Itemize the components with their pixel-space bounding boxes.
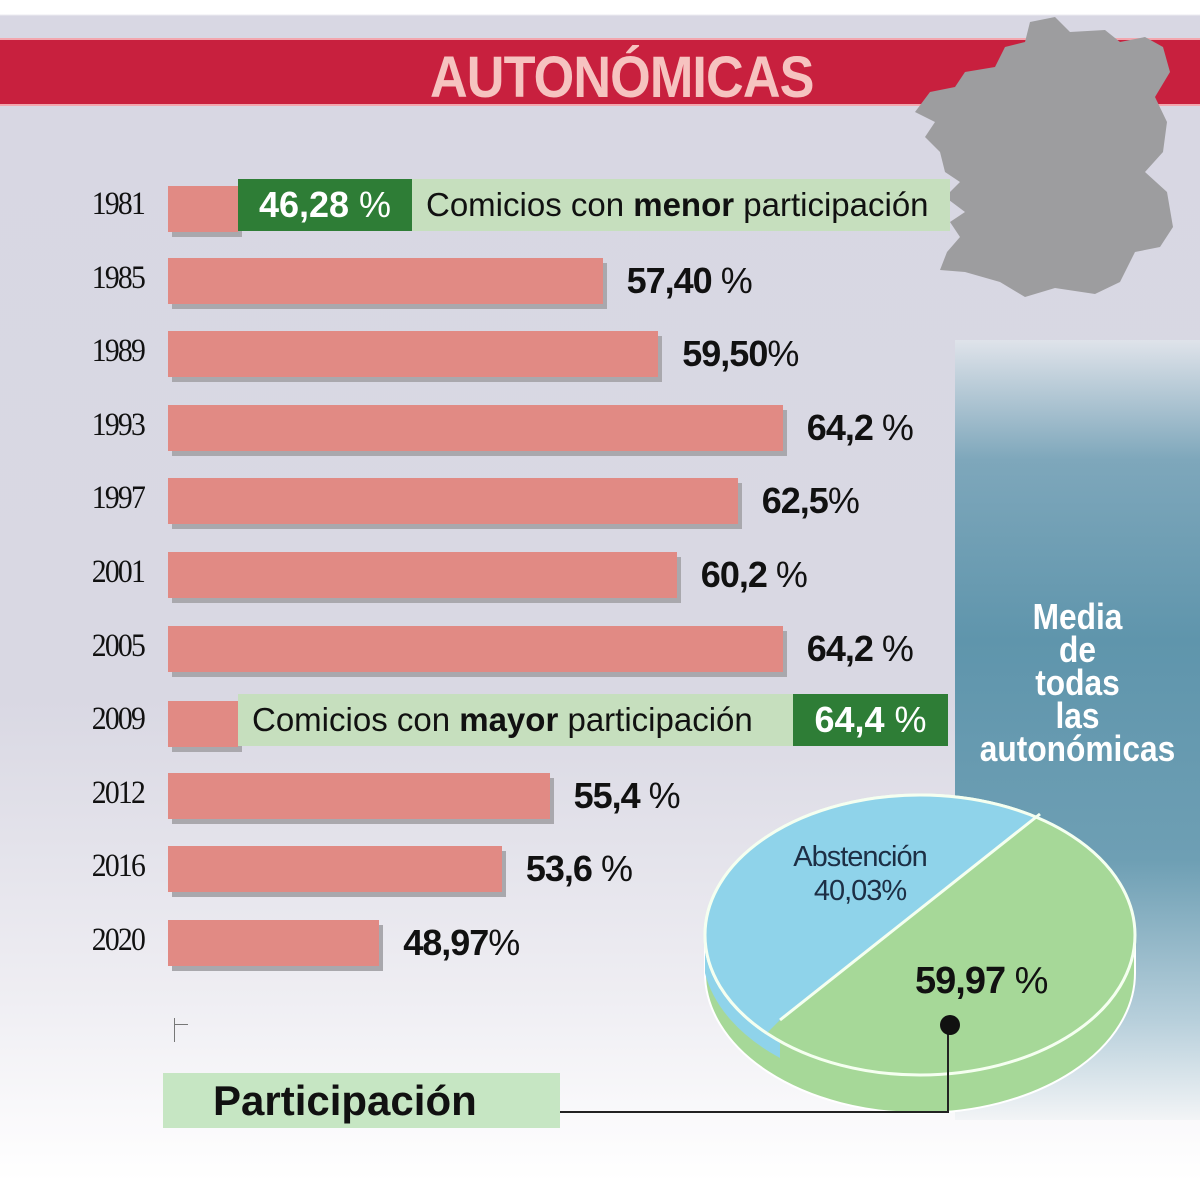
bar bbox=[168, 186, 238, 232]
bar bbox=[168, 701, 238, 748]
bar-value-number: 64,2 bbox=[806, 627, 874, 669]
bar-value-pct: % bbox=[872, 627, 914, 669]
annotation-bold: menor bbox=[633, 186, 735, 223]
bar bbox=[168, 772, 550, 819]
pie-title-line: autonómicas bbox=[979, 728, 1176, 769]
highlight-value: 46,28 % bbox=[238, 179, 412, 231]
abstention-value: 40,03% bbox=[813, 875, 907, 907]
bar bbox=[168, 404, 783, 451]
year-label: 2016 bbox=[91, 848, 146, 885]
abstention-label: Abstención 40,03% bbox=[760, 840, 960, 908]
bar-value-pct: % bbox=[711, 259, 753, 301]
highlight-value: 64,4 % bbox=[793, 694, 948, 747]
bar-value-number: 64,4 bbox=[814, 699, 885, 741]
bar-value-number: 55,4 bbox=[573, 774, 641, 816]
bar-value-label: 62,5% bbox=[761, 480, 860, 522]
axis-tick bbox=[174, 1024, 188, 1025]
bar-value-number: 48,97 bbox=[403, 922, 489, 963]
annotation-bold: mayor bbox=[459, 701, 559, 739]
bar bbox=[168, 846, 502, 893]
bar bbox=[168, 331, 659, 378]
participation-pct: % bbox=[1005, 960, 1049, 1002]
year-label: 2009 bbox=[91, 701, 146, 738]
bar-value-label: 53,6 % bbox=[525, 848, 633, 890]
bar-value-label: 64,2 % bbox=[806, 406, 914, 449]
year-label: 2005 bbox=[91, 627, 146, 664]
highlight-annotation: Comicios con menor participación bbox=[412, 179, 950, 231]
axis-tick bbox=[174, 1018, 175, 1042]
bar-value-label: 48,97% bbox=[403, 922, 520, 964]
bar-value-number: 53,6 bbox=[525, 848, 593, 890]
bar-value-pct: % bbox=[827, 480, 860, 522]
bar-value-pct: % bbox=[349, 184, 392, 225]
page-title: AUTONÓMICAS bbox=[430, 45, 814, 110]
bar-value-number: 59,50 bbox=[682, 333, 768, 375]
bar-value-label: 55,4 % bbox=[573, 774, 681, 817]
galicia-map-icon bbox=[915, 17, 1173, 297]
year-label: 1997 bbox=[91, 480, 146, 517]
year-label: 1989 bbox=[91, 333, 146, 370]
bar-value-pct: % bbox=[766, 554, 808, 595]
year-label: 1993 bbox=[91, 406, 146, 443]
bar-value-pct: % bbox=[767, 333, 799, 375]
abstention-name: Abstención bbox=[793, 841, 928, 873]
pie-title-line: Media bbox=[1032, 596, 1123, 637]
bar bbox=[168, 257, 603, 304]
leader-dot bbox=[940, 1015, 960, 1035]
participation-value: 59,97 % bbox=[915, 960, 1049, 1003]
pie-title-line: todas bbox=[1035, 662, 1120, 703]
year-label: 2001 bbox=[91, 554, 146, 590]
annotation-text: participación bbox=[734, 186, 929, 223]
bar bbox=[168, 625, 783, 672]
bar-value-label: 57,40 % bbox=[626, 259, 753, 302]
highlight-annotation: Comicios con mayor participación bbox=[238, 694, 793, 747]
bar-value-label: 59,50% bbox=[682, 333, 799, 375]
bar-value-number: 62,5 bbox=[761, 480, 829, 522]
bar-value-number: 64,2 bbox=[806, 406, 874, 448]
participation-legend: Participación bbox=[163, 1073, 560, 1128]
bar-value-pct: % bbox=[488, 922, 520, 963]
year-label: 2012 bbox=[91, 774, 146, 811]
bar-value-label: 60,2 % bbox=[700, 554, 808, 596]
pie-title: Media de todas las autonómicas bbox=[970, 596, 1186, 769]
bar-value-number: 60,2 bbox=[700, 554, 768, 595]
year-label: 1985 bbox=[91, 259, 146, 296]
bar bbox=[168, 478, 738, 525]
annotation-text: Comicios con bbox=[426, 186, 634, 223]
bar-value-label: 64,2 % bbox=[806, 627, 914, 670]
bar-value-pct: % bbox=[884, 699, 927, 741]
bar-value-number: 57,40 bbox=[626, 259, 713, 301]
annotation-text: participación bbox=[558, 701, 753, 739]
year-label: 1981 bbox=[91, 186, 146, 222]
pie-title-line: las bbox=[1055, 695, 1100, 736]
annotation-text: Comicios con bbox=[252, 701, 460, 739]
bar-value-number: 46,28 bbox=[258, 184, 350, 225]
pie-divider bbox=[779, 812, 1041, 1022]
bar-value-pct: % bbox=[872, 406, 914, 448]
leader-line bbox=[560, 1025, 949, 1113]
bar bbox=[168, 920, 380, 966]
bar-value-pct: % bbox=[639, 774, 681, 816]
bar-value-pct: % bbox=[591, 848, 633, 890]
bar bbox=[168, 552, 677, 598]
pie-title-line: de bbox=[1059, 629, 1096, 670]
year-label: 2020 bbox=[91, 922, 146, 958]
participation-number: 59,97 bbox=[915, 960, 1006, 1002]
